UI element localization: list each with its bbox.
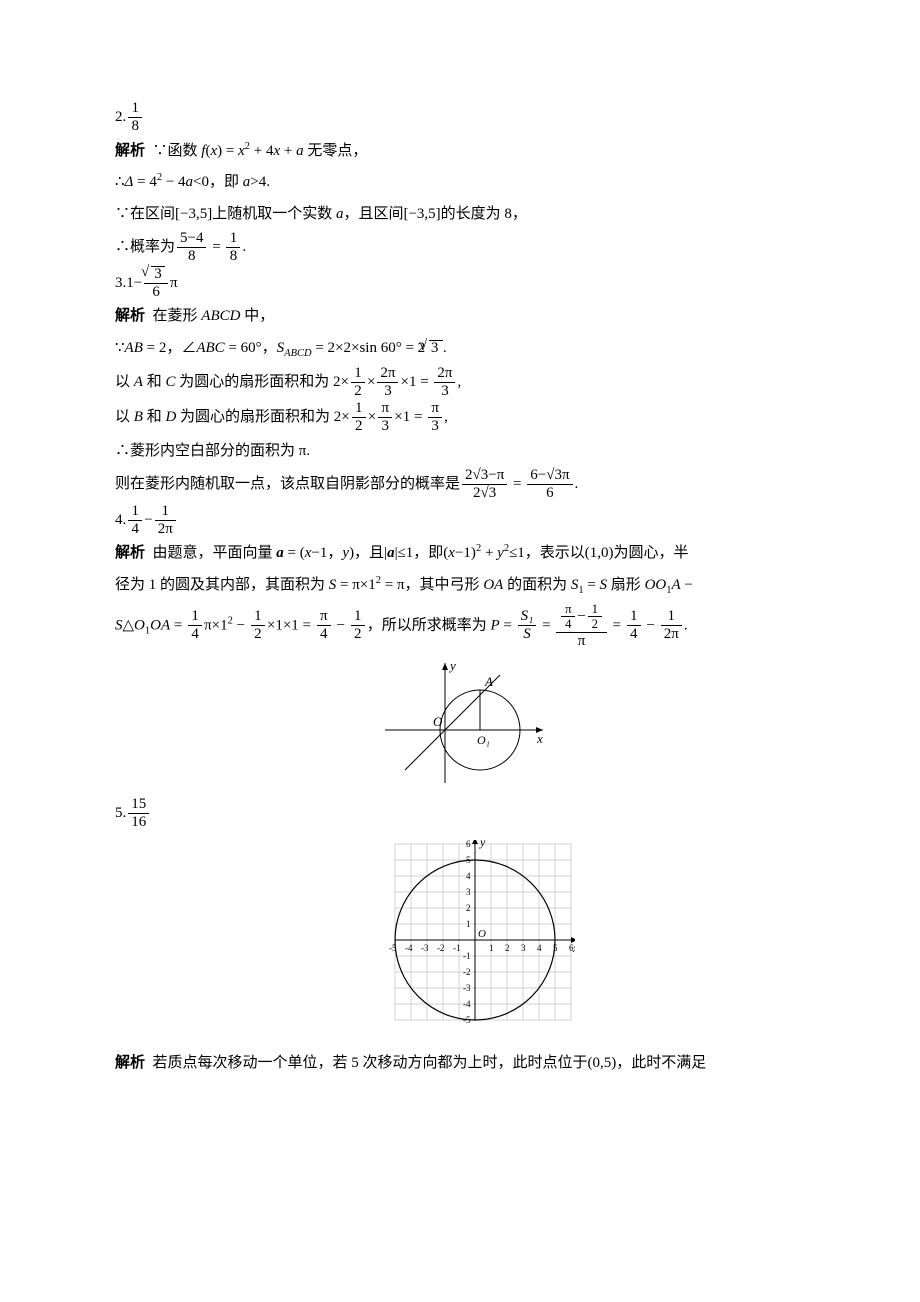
svg-text:y: y — [479, 840, 486, 849]
p3-l4: 以 B 和 D 为圆心的扇形面积和为 2×12×π3×1 = π3, — [115, 400, 805, 436]
svg-text:O₁: O₁ — [477, 733, 490, 747]
p5-answer: 5.1516 — [115, 796, 805, 832]
svg-text:-2: -2 — [437, 943, 445, 953]
p4-l1: 解析 由题意，平面向量 a = (x−1，y)，且|a|≤1，即(x−1)2 +… — [115, 538, 805, 570]
svg-text:-3: -3 — [463, 983, 471, 993]
frac: 5−48 — [175, 230, 208, 266]
heading: 解析 — [115, 143, 145, 159]
p4-num: 4. — [115, 512, 126, 528]
svg-text:4: 4 — [466, 871, 471, 881]
p3-answer: 3.1− 36π — [115, 266, 805, 302]
svg-text:-4: -4 — [463, 999, 471, 1009]
p2-l4: ∴概率为5−48 = 18. — [115, 230, 805, 266]
svg-text:x: x — [536, 731, 543, 746]
svg-text:2: 2 — [466, 903, 471, 913]
svg-text:1: 1 — [489, 943, 494, 953]
figure-1: y x O A O₁ — [115, 658, 805, 788]
svg-text:x: x — [572, 941, 575, 955]
p2-num: 2. — [115, 109, 126, 125]
svg-text:-3: -3 — [421, 943, 429, 953]
svg-text:-1: -1 — [463, 951, 471, 961]
p3-l5: ∴菱形内空白部分的面积为 π. — [115, 436, 805, 468]
p2-answer: 2.18 — [115, 100, 805, 136]
svg-text:4: 4 — [537, 943, 542, 953]
p4-l3: S△O1OA = 14π×12 − 12×1×1 = π4 − 12，所以所求概… — [115, 602, 805, 651]
p4-l2: 径为 1 的圆及其内部，其面积为 S = π×12 = π，其中弓形 OA 的面… — [115, 570, 805, 602]
frac: 36 — [142, 266, 170, 302]
svg-text:O: O — [478, 928, 486, 940]
svg-text:-2: -2 — [463, 967, 471, 977]
svg-text:-5: -5 — [389, 943, 397, 953]
svg-text:2: 2 — [505, 943, 510, 953]
grid-circle-diagram: -5-4-3-2-1123456123456-1-2-3-4-5xyO — [345, 840, 575, 1040]
p4-answer: 4.14−12π — [115, 503, 805, 539]
heading: 解析 — [115, 545, 145, 561]
svg-text:-1: -1 — [453, 943, 461, 953]
figure-2: -5-4-3-2-1123456123456-1-2-3-4-5xyO — [115, 840, 805, 1040]
svg-text:A: A — [484, 674, 493, 689]
p3-num: 3. — [115, 275, 126, 291]
p3-l6: 则在菱形内随机取一点，该点取自阴影部分的概率是2√3−π2√3 = 6−√3π6… — [115, 467, 805, 503]
heading: 解析 — [115, 308, 145, 324]
svg-text:6: 6 — [466, 840, 471, 849]
p2-l2: ∴Δ = 42 − 4a<0，即 a>4. — [115, 167, 805, 199]
svg-text:O: O — [433, 714, 443, 729]
document-page: 2.18 解析 ∵函数 f(x) = x2 + 4x + a 无零点， ∴Δ =… — [0, 0, 920, 1302]
frac: 18 — [224, 230, 242, 266]
heading: 解析 — [115, 1055, 145, 1071]
svg-text:3: 3 — [521, 943, 526, 953]
svg-text:5: 5 — [466, 855, 471, 865]
p5-l1: 解析 若质点每次移动一个单位，若 5 次移动方向都为上时，此时点位于(0,5)，… — [115, 1048, 805, 1080]
p2-l1: 解析 ∵函数 f(x) = x2 + 4x + a 无零点， — [115, 136, 805, 168]
svg-text:-5: -5 — [463, 1015, 471, 1025]
svg-text:1: 1 — [466, 919, 471, 929]
svg-text:5: 5 — [553, 943, 558, 953]
p5-num: 5. — [115, 805, 126, 821]
p2-l3: ∵在区间[−3,5]上随机取一个实数 a，且区间[−3,5]的长度为 8， — [115, 199, 805, 231]
svg-text:3: 3 — [466, 887, 471, 897]
p3-l3: 以 A 和 C 为圆心的扇形面积和为 2×12×2π3×1 = 2π3, — [115, 365, 805, 401]
circle-diagram: y x O A O₁ — [375, 658, 545, 788]
svg-text:y: y — [448, 658, 456, 673]
p2-frac: 18 — [126, 100, 144, 136]
p3-l2: ∵AB = 2，∠ABC = 60°，SABCD = 2×2×sin 60° =… — [115, 333, 805, 365]
svg-text:-4: -4 — [405, 943, 413, 953]
p3-l1: 解析 在菱形 ABCD 中， — [115, 301, 805, 333]
